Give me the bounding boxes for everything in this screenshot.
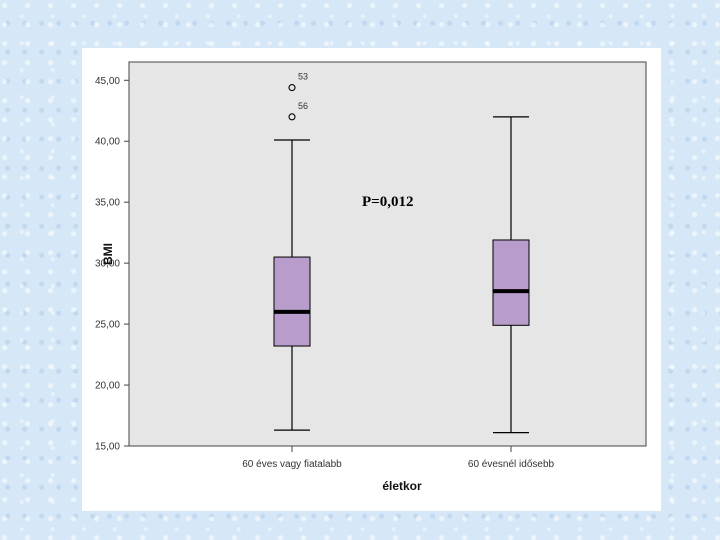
y-tick-label: 30,00 xyxy=(95,259,120,270)
boxes-group: 53 56 xyxy=(273,72,530,434)
y-tick-label: 40,00 xyxy=(95,137,120,148)
iqr-box xyxy=(273,256,311,347)
outlier-point xyxy=(288,113,296,121)
plot-area xyxy=(128,61,647,447)
p-value-annotation: P=0,012 xyxy=(362,194,413,210)
box-group xyxy=(492,116,530,434)
box-group: 53 56 xyxy=(273,72,311,431)
y-axis-title: BMI xyxy=(101,243,115,265)
outlier-label: 53 xyxy=(298,72,308,82)
x-axis-title: életkor xyxy=(382,479,422,493)
chart-figure: 15,00 20,00 25,00 30,00 35,00 40,00 45,00 60 é… xyxy=(82,48,661,511)
y-tick-label: 15,00 xyxy=(95,442,120,453)
x-axis: 60 éves vagy fiatalabb 60 évesnél idősebb xyxy=(242,446,555,470)
x-tick-label: 60 évesnél idősebb xyxy=(468,459,555,470)
outlier-label: 56 xyxy=(298,101,308,111)
x-tick-label: 60 éves vagy fiatalabb xyxy=(242,459,342,470)
y-tick-label: 25,00 xyxy=(95,320,120,331)
y-axis: 15,00 20,00 25,00 30,00 35,00 40,00 45,00 xyxy=(95,76,129,453)
outlier-point xyxy=(288,84,296,92)
y-tick-label: 20,00 xyxy=(95,381,120,392)
y-tick-label: 45,00 xyxy=(95,76,120,87)
y-tick-label: 35,00 xyxy=(95,198,120,209)
iqr-box xyxy=(492,239,530,326)
boxplot-chart: 15,00 20,00 25,00 30,00 35,00 40,00 45,00 60 é… xyxy=(95,61,647,493)
